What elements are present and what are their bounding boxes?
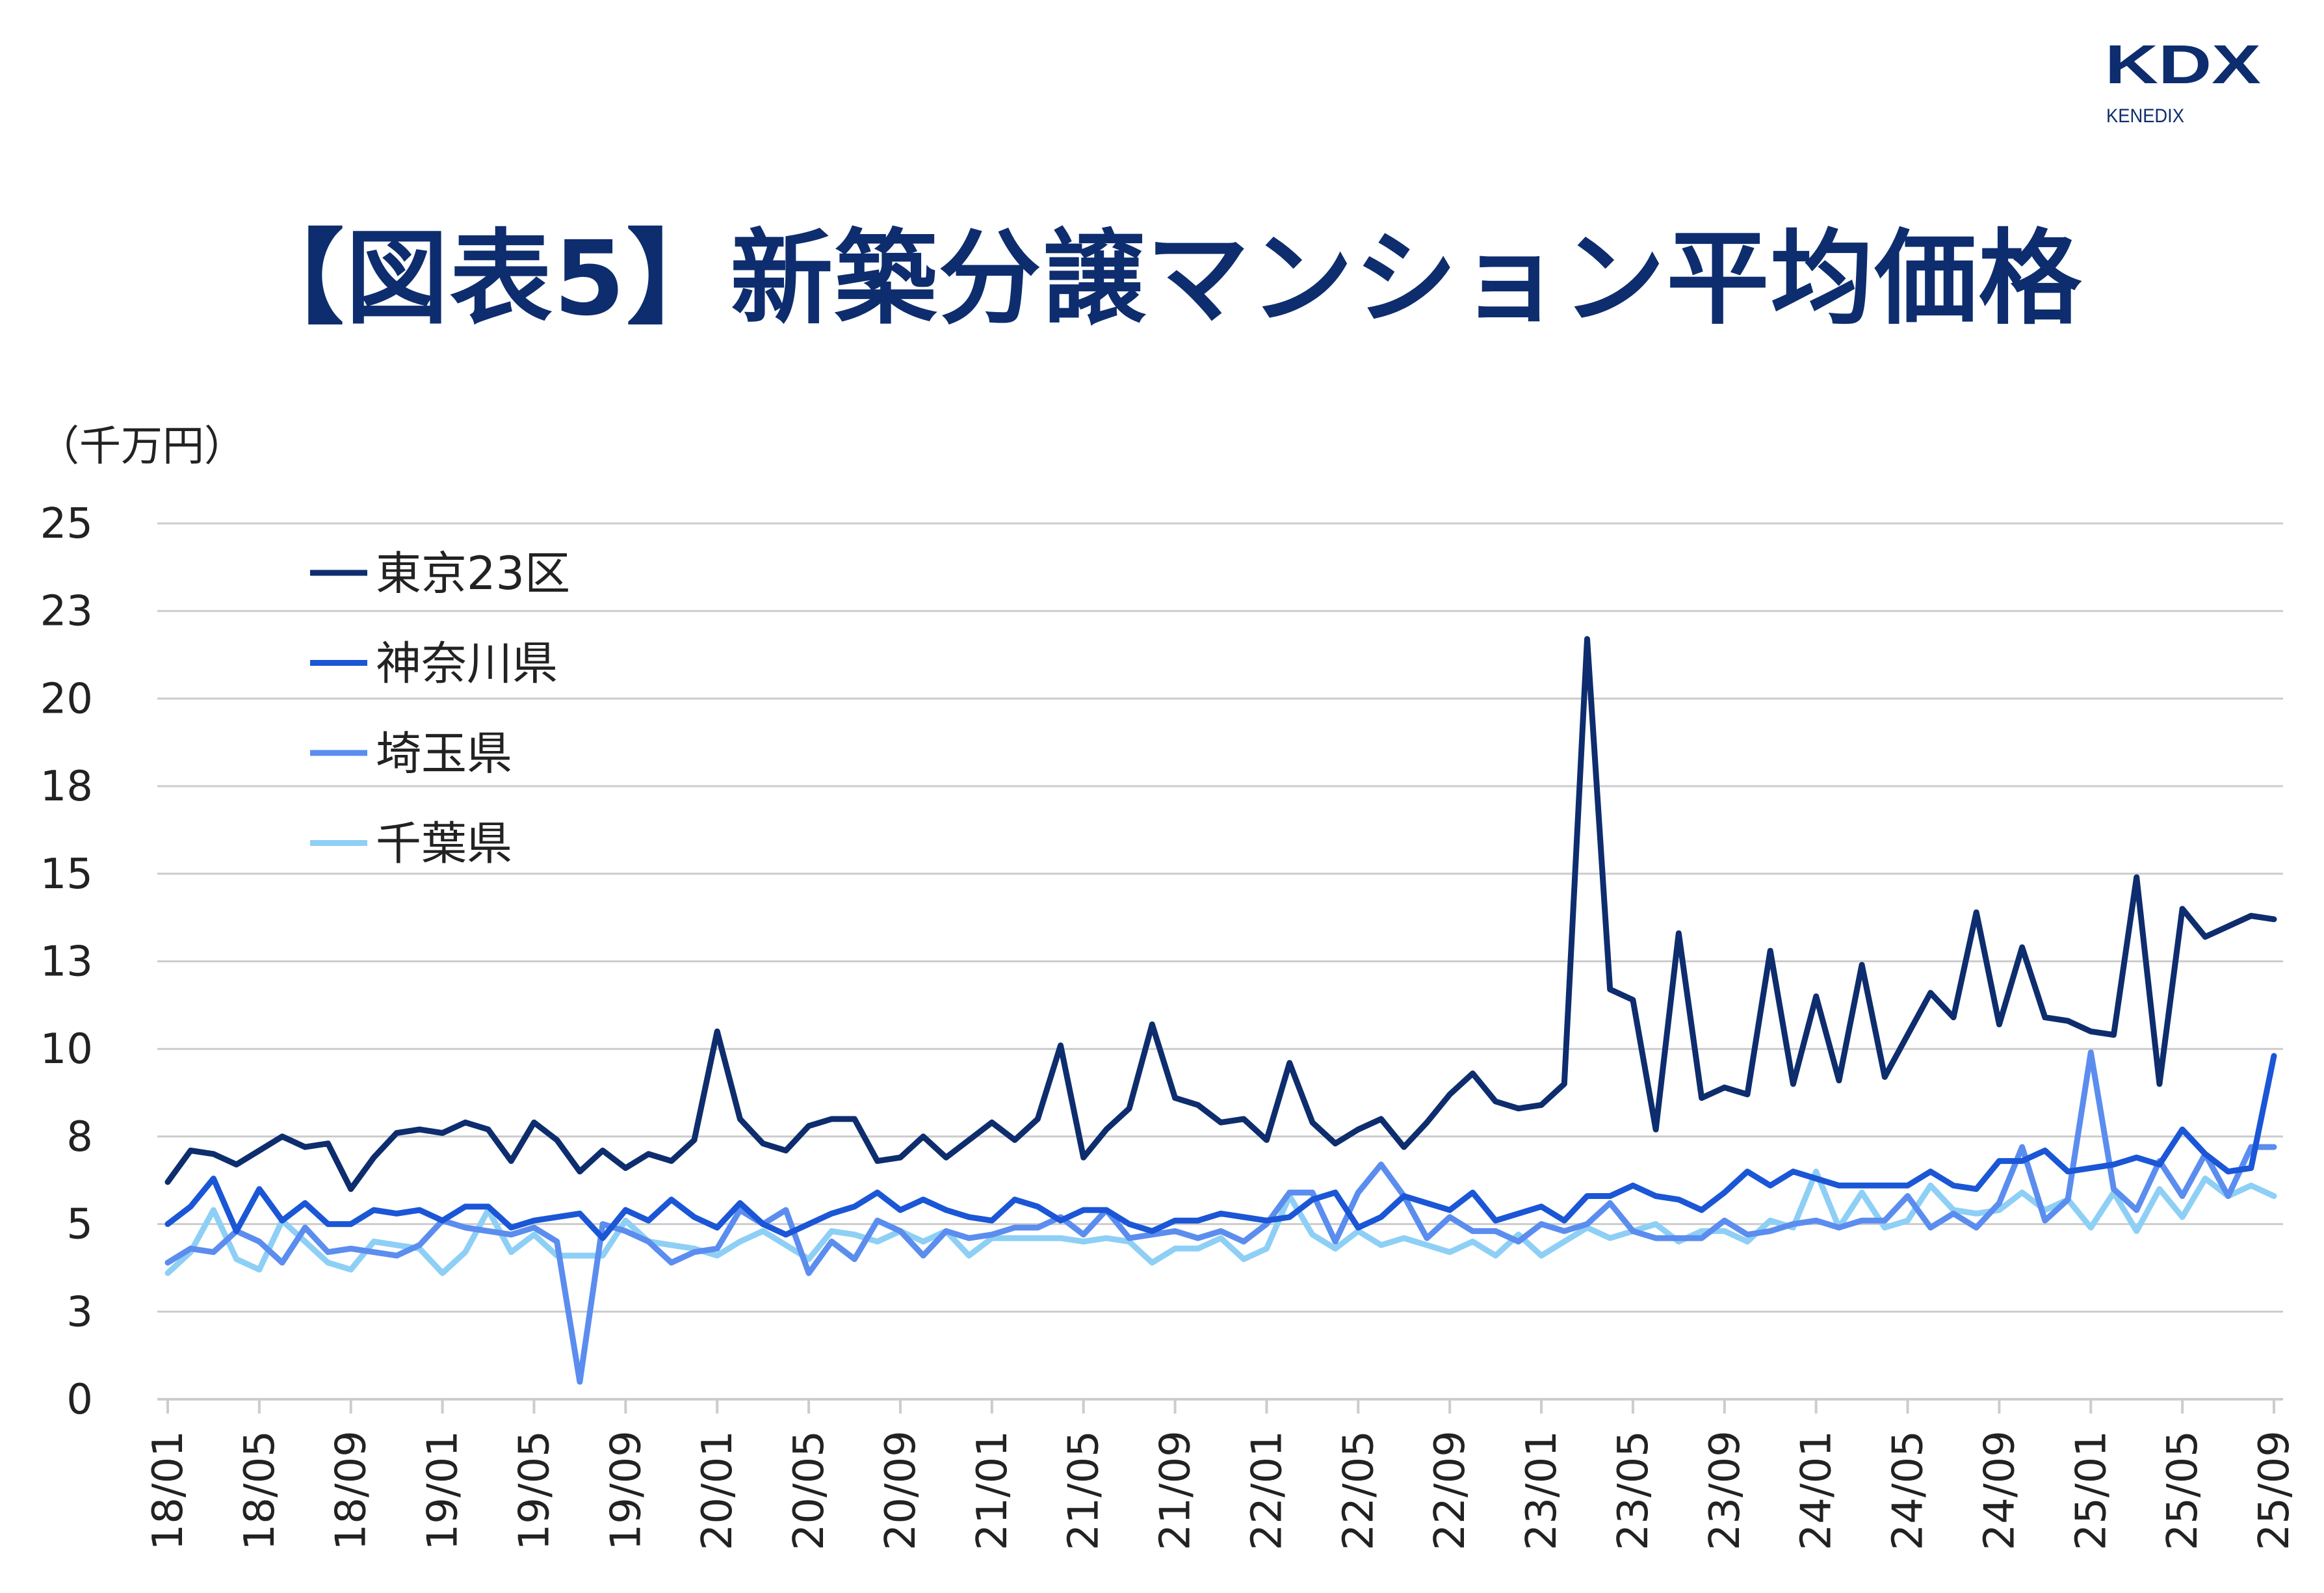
x-tick-label: 18/05: [236, 1430, 284, 1550]
y-tick-label: 18: [40, 763, 93, 811]
x-tick-label: 25/09: [2251, 1430, 2299, 1550]
y-tick-label: 10: [40, 1025, 93, 1073]
logo-mark: KDX: [2105, 34, 2261, 95]
y-axis-unit-label: （千万円）: [38, 423, 246, 471]
x-tick-label: 24/09: [1976, 1430, 2024, 1550]
y-tick-label: 3: [66, 1288, 93, 1336]
y-tick-label: 0: [66, 1376, 93, 1424]
x-tick-label: 21/05: [1060, 1430, 1108, 1550]
x-tick-label: 22/05: [1335, 1430, 1383, 1550]
series-line-東京23区: [164, 636, 2277, 1192]
chart-title: 【図表5】新築分譲マンション平均価格: [241, 219, 2083, 339]
x-tick-label: 24/05: [1885, 1430, 1933, 1550]
legend-item: 千葉県: [310, 817, 512, 871]
x-tick-label: 20/09: [877, 1430, 925, 1550]
y-axis-ticks: 0 3 5 8 10 13 15 18 20 23 25: [40, 500, 93, 1424]
x-tick-label: 21/09: [1152, 1430, 1200, 1550]
logo-subtext: KENEDIX: [2106, 105, 2184, 127]
series-line-神奈川県: [164, 1053, 2277, 1241]
y-tick-label: 8: [66, 1113, 93, 1161]
x-tick-label: 19/05: [510, 1430, 558, 1550]
y-tick-label: 23: [40, 588, 93, 636]
legend-item: 埼玉県: [310, 727, 512, 780]
kdx-kenedix-logo: KDX KENEDIX: [2105, 33, 2267, 130]
legend-item: 神奈川県: [310, 637, 558, 691]
series-lines: [164, 636, 2277, 1385]
y-tick-label: 25: [40, 500, 93, 548]
x-tick-label: 19/01: [419, 1430, 467, 1550]
x-tick-label: 23/01: [1518, 1430, 1566, 1550]
x-tick-label: 18/09: [328, 1430, 376, 1550]
legend-item: 東京23区: [310, 547, 570, 600]
x-tick-label: 20/05: [785, 1430, 833, 1550]
series-line-埼玉県: [164, 1049, 2277, 1385]
x-tick-label: 22/01: [1243, 1430, 1291, 1550]
y-tick-label: 5: [66, 1201, 93, 1249]
x-tick-label: 19/09: [602, 1430, 650, 1550]
x-axis: 18/01 18/05 18/09 19/01 19/05 19/09 20/01 20/05…: [144, 1399, 2299, 1550]
legend-label: 埼玉県: [376, 727, 512, 780]
x-tick-label: 25/05: [2159, 1430, 2207, 1550]
x-tick-label: 25/01: [2067, 1430, 2115, 1550]
x-tick-label: 20/01: [694, 1430, 742, 1550]
legend-label: 神奈川県: [376, 637, 558, 691]
y-tick-label: 13: [40, 938, 93, 986]
y-tick-label: 15: [40, 850, 93, 899]
x-tick-label: 22/09: [1426, 1430, 1474, 1550]
x-tick-label: 18/01: [144, 1430, 192, 1550]
x-tick-label: 23/05: [1610, 1430, 1658, 1550]
x-tick-label: 23/09: [1701, 1430, 1749, 1550]
x-tick-label: 24/01: [1793, 1430, 1841, 1550]
x-tick-label: 21/01: [969, 1430, 1017, 1550]
legend-label: 東京23区: [376, 547, 570, 600]
legend-label: 千葉県: [376, 817, 512, 871]
y-tick-label: 20: [40, 675, 93, 723]
series-line-千葉県: [164, 1168, 2277, 1276]
